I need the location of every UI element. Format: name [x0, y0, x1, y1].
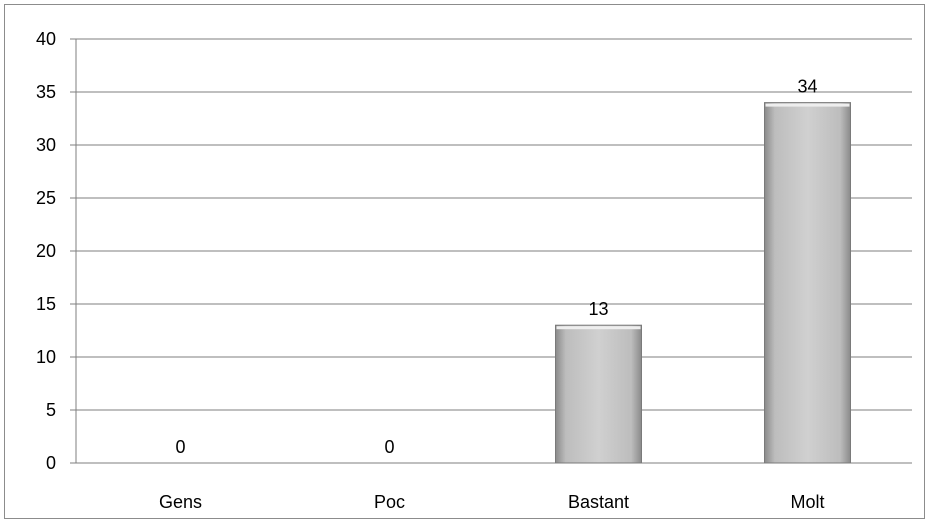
y-tick-label: 25 — [36, 188, 56, 208]
y-axis: 0 5 10 15 20 25 30 35 40 — [36, 29, 77, 473]
x-category-label: Gens — [159, 492, 202, 512]
data-label: 0 — [175, 437, 185, 457]
y-tick-label: 40 — [36, 29, 56, 49]
data-label: 34 — [797, 77, 817, 97]
y-tick-label: 35 — [36, 82, 56, 102]
bar-highlight — [556, 326, 641, 330]
data-label: 13 — [588, 299, 608, 319]
bar — [764, 102, 851, 464]
y-tick-label: 0 — [46, 453, 56, 473]
y-tick-label: 15 — [36, 294, 56, 314]
x-axis: Gens Poc Bastant Molt — [159, 492, 825, 512]
y-tick-label: 30 — [36, 135, 56, 155]
bar-highlight — [765, 103, 850, 107]
x-category-label: Molt — [790, 492, 824, 512]
bar — [555, 324, 642, 464]
bars: 0 0 13 34 — [175, 77, 851, 464]
y-tick-label: 10 — [36, 347, 56, 367]
y-tick-label: 20 — [36, 241, 56, 261]
y-tick-label: 5 — [46, 400, 56, 420]
x-category-label: Poc — [374, 492, 405, 512]
data-label: 0 — [384, 437, 394, 457]
x-category-label: Bastant — [568, 492, 629, 512]
